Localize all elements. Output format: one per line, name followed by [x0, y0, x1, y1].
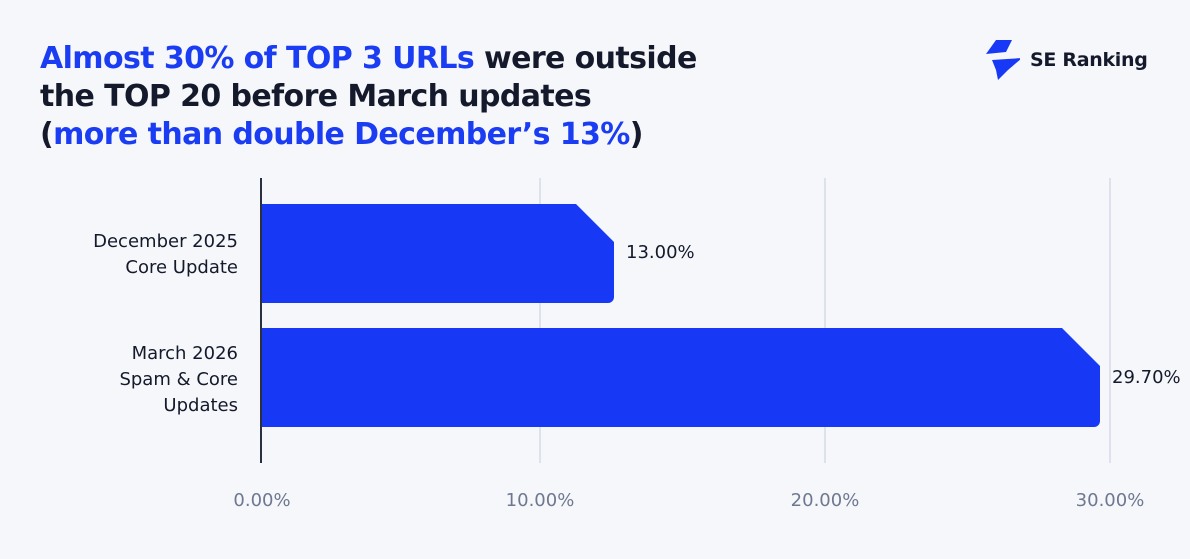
title-line-1: Almost 30% of TOP 3 URLs were outside [40, 40, 697, 78]
gridline-30 [1109, 178, 1111, 463]
value-label-march: 29.70% [1112, 367, 1181, 388]
logo-text: SE Ranking [1030, 49, 1148, 71]
chart-title: Almost 30% of TOP 3 URLs were outside th… [40, 40, 697, 154]
y-axis-line [260, 178, 262, 463]
x-tick-0: 0.00% [233, 490, 291, 511]
x-tick-10: 10.00% [505, 490, 575, 511]
x-tick-30: 30.00% [1075, 490, 1145, 511]
bar-december-2025 [262, 204, 614, 303]
title-highlight-1: Almost 30% of TOP 3 URLs [40, 41, 475, 76]
title-line-2: the TOP 20 before March updates [40, 79, 592, 114]
se-ranking-logo: SE Ranking [986, 40, 1148, 80]
se-ranking-bolt-icon [986, 40, 1020, 80]
x-tick-20: 20.00% [790, 490, 860, 511]
title-highlight-2: more than double December’s 13% [53, 117, 630, 152]
title-line-3: (more than double December’s 13%) [40, 116, 697, 154]
gridline-10 [539, 178, 541, 463]
category-label-march: March 2026 Spam & Core Updates [119, 343, 238, 416]
paren-close: ) [629, 117, 644, 152]
gridline-20 [824, 178, 826, 463]
value-label-december: 13.00% [626, 242, 695, 263]
title-text-1: were outside [474, 41, 697, 76]
category-label-december: December 2025 Core Update [93, 231, 238, 278]
bar-march-2026 [262, 328, 1100, 427]
paren-open: ( [40, 117, 54, 152]
